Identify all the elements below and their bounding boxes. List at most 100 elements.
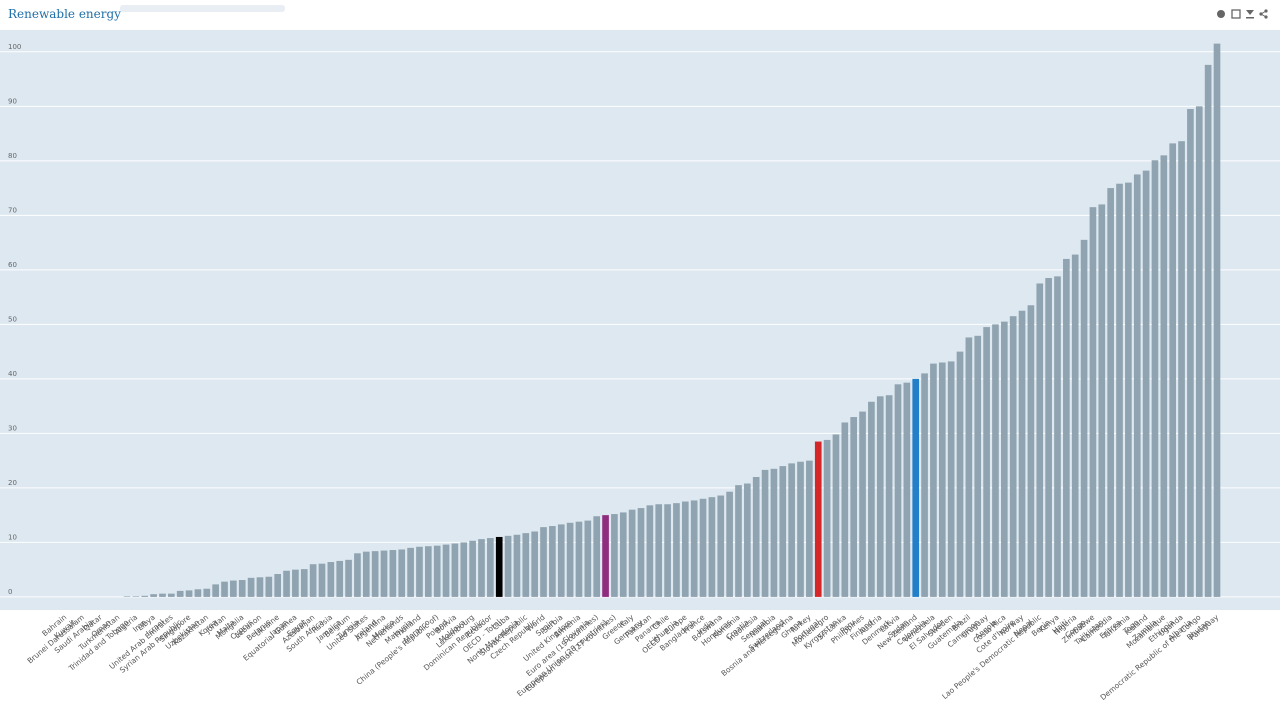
bar — [1204, 64, 1212, 597]
bar — [336, 560, 344, 597]
bar — [265, 576, 273, 597]
bar — [389, 550, 397, 597]
bar — [212, 584, 219, 597]
bar — [1018, 310, 1026, 597]
bar — [451, 543, 459, 597]
bar — [442, 544, 450, 597]
bar — [1195, 106, 1203, 597]
bar — [912, 378, 920, 597]
bar — [690, 500, 698, 597]
bar — [230, 580, 237, 597]
bar — [309, 564, 317, 597]
bar — [1187, 109, 1194, 597]
bar — [823, 439, 831, 597]
bar — [274, 574, 281, 597]
bar — [1089, 207, 1097, 597]
bar — [602, 515, 609, 597]
bar — [194, 589, 202, 597]
bar — [354, 553, 361, 597]
y-tick-label: 100 — [8, 43, 21, 51]
bar — [425, 546, 432, 597]
y-tick-label: 80 — [8, 152, 17, 160]
bar — [992, 324, 999, 597]
bar — [947, 361, 955, 597]
y-tick-label: 20 — [8, 479, 17, 487]
bar — [504, 535, 512, 597]
bar — [735, 485, 742, 597]
bar — [1054, 276, 1061, 597]
bar — [176, 590, 184, 597]
bar — [832, 434, 840, 597]
bar — [407, 547, 414, 597]
bar — [655, 504, 663, 597]
bar — [930, 363, 937, 597]
bar — [460, 542, 468, 597]
bar — [806, 460, 813, 597]
bar — [770, 468, 778, 597]
bar — [1178, 141, 1185, 597]
bar — [132, 596, 140, 597]
bar — [283, 570, 290, 597]
bar — [814, 441, 822, 597]
bar — [637, 508, 645, 597]
expand-icon[interactable] — [1231, 9, 1241, 19]
bar — [788, 463, 795, 597]
bar — [797, 461, 804, 597]
bar — [921, 373, 928, 597]
info-icon[interactable] — [1217, 10, 1225, 18]
bar — [1142, 170, 1150, 597]
bar — [1151, 160, 1159, 597]
bar — [416, 546, 423, 597]
y-tick-label: 0 — [8, 588, 12, 596]
bar — [141, 595, 149, 597]
bar — [708, 497, 716, 597]
y-tick-label: 50 — [8, 315, 17, 323]
bar — [983, 327, 990, 597]
bar — [256, 577, 264, 597]
bar — [327, 562, 335, 597]
bar — [664, 504, 671, 597]
bar — [203, 588, 211, 597]
bar — [300, 569, 308, 597]
bar — [478, 539, 485, 597]
bar — [380, 550, 388, 597]
bar — [628, 509, 636, 597]
bar — [1063, 258, 1070, 597]
bar — [557, 524, 565, 597]
y-tick-label: 30 — [8, 424, 17, 432]
bar — [1001, 321, 1008, 597]
bar — [531, 531, 538, 597]
bar — [495, 536, 503, 597]
bar — [1213, 43, 1221, 597]
bar — [185, 590, 193, 597]
bar — [1080, 239, 1088, 597]
bar — [965, 337, 973, 597]
bar — [238, 580, 246, 597]
bar — [699, 498, 707, 597]
y-tick-label: 10 — [8, 533, 17, 541]
bar — [1116, 183, 1123, 597]
bar — [168, 593, 175, 597]
bar — [1098, 204, 1106, 597]
bar — [540, 527, 547, 597]
bar — [1107, 188, 1114, 597]
bar — [549, 526, 556, 597]
download-icon[interactable] — [1246, 10, 1254, 19]
bar — [1133, 174, 1141, 597]
bar — [1045, 278, 1052, 597]
bar — [938, 362, 946, 597]
toolbar — [1217, 9, 1268, 19]
blurred-subtitle — [120, 5, 285, 12]
bar — [371, 551, 379, 597]
bar — [593, 516, 601, 597]
bar — [956, 351, 964, 597]
bar — [247, 577, 255, 597]
bar — [318, 563, 326, 597]
bar — [894, 384, 902, 597]
share-icon[interactable] — [1259, 9, 1268, 19]
bar — [779, 466, 787, 597]
bar — [123, 596, 131, 597]
bar — [1027, 305, 1035, 597]
bar — [1009, 316, 1017, 597]
